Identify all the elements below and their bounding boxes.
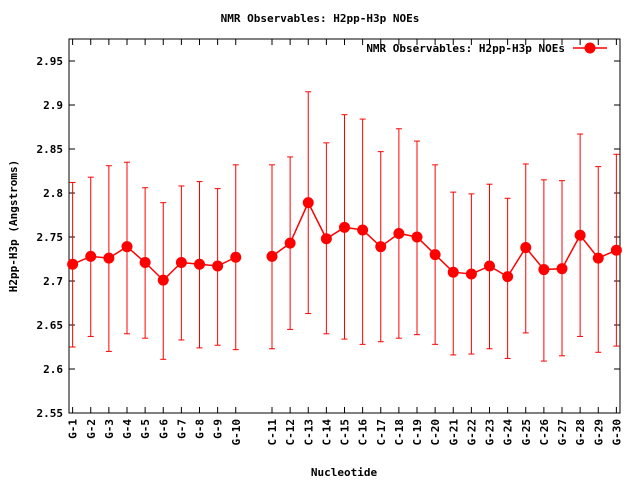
x-tick-label: G-24: [502, 419, 515, 446]
data-point: [357, 224, 369, 236]
x-axis-label: Nucleotide: [311, 466, 378, 479]
data-point: [592, 252, 604, 264]
x-tick-label: G-5: [139, 419, 152, 439]
data-point: [538, 264, 550, 276]
x-tick-label: C-20: [429, 419, 442, 446]
x-tick-label: G-10: [230, 419, 243, 446]
data-point: [194, 258, 205, 270]
data-point: [502, 271, 514, 283]
x-tick-label: G-9: [212, 419, 225, 439]
x-tick-label: G-4: [121, 419, 134, 439]
data-point: [320, 233, 332, 245]
x-tick-label: G-8: [194, 419, 207, 439]
data-point: [393, 227, 405, 239]
data-point: [121, 241, 133, 253]
x-tick-label: G-23: [484, 419, 497, 446]
data-point: [67, 258, 79, 270]
data-point: [230, 251, 242, 263]
x-tick-label: G-29: [592, 419, 605, 446]
y-tick-label: 2.55: [37, 407, 64, 420]
data-point: [302, 197, 314, 209]
x-tick-label: C-11: [266, 419, 279, 446]
x-tick-label: C-18: [393, 419, 406, 446]
data-point: [339, 221, 350, 233]
series-points: [67, 197, 622, 286]
y-axis-label: H2pp-H3p (Angstroms): [7, 160, 20, 292]
data-point: [574, 229, 586, 241]
data-point: [375, 241, 387, 253]
data-point: [429, 249, 441, 261]
data-point: [411, 231, 423, 243]
y-tick-label: 2.9: [43, 99, 63, 112]
x-tick-label: G-28: [574, 419, 587, 446]
data-point: [447, 266, 459, 278]
x-tick-label: G-30: [610, 419, 623, 446]
legend-label: NMR Observables: H2pp-H3p NOEs: [366, 42, 565, 55]
x-tick-label: G-21: [447, 419, 460, 446]
legend: NMR Observables: H2pp-H3p NOEs: [366, 42, 607, 55]
x-tick-label: C-16: [357, 419, 370, 446]
data-point: [175, 257, 187, 269]
x-tick-label: G-1: [67, 419, 80, 439]
y-tick-label: 2.95: [37, 55, 64, 68]
x-tick-label: C-15: [339, 419, 352, 446]
x-tick-label: G-7: [175, 419, 188, 439]
data-point: [103, 252, 115, 264]
x-tick-label: G-25: [520, 419, 533, 446]
data-point: [139, 257, 151, 269]
data-point: [465, 268, 477, 280]
data-point: [212, 260, 224, 272]
chart-title: NMR Observables: H2pp-H3p NOEs: [221, 12, 420, 25]
x-tick-label: G-22: [465, 419, 478, 446]
y-tick-label: 2.65: [37, 319, 64, 332]
x-tick-label: C-13: [302, 419, 315, 446]
x-tick-label: C-12: [284, 419, 297, 446]
x-tick-label: G-6: [157, 419, 170, 439]
data-point: [610, 244, 622, 256]
series-line-segment: [72, 245, 237, 282]
data-point: [266, 250, 278, 262]
legend-marker: [584, 42, 596, 54]
x-tick-label: G-27: [556, 419, 569, 446]
y-axis: 2.55 2.6 2.65 2.7 2.75 2.8 2.85 2.9 2.95: [37, 55, 620, 420]
x-axis: G-1 G-2 G-3 G-4 G-5 G-6 G-7 G-8 G-9 G-10 C-11 C-12 C…: [67, 39, 623, 446]
data-point: [284, 237, 296, 249]
data-point: [85, 250, 97, 262]
data-point: [157, 274, 169, 286]
y-tick-label: 2.6: [43, 363, 63, 376]
y-tick-label: 2.75: [37, 231, 64, 244]
x-tick-label: C-19: [411, 419, 424, 446]
y-tick-label: 2.85: [37, 143, 64, 156]
data-point: [556, 263, 568, 275]
x-tick-label: C-14: [320, 419, 333, 446]
data-point: [520, 242, 532, 254]
y-tick-label: 2.8: [43, 187, 63, 200]
data-point: [484, 260, 495, 272]
x-tick-label: C-17: [375, 419, 388, 446]
x-tick-label: G-2: [85, 419, 98, 439]
x-tick-label: C-26: [538, 419, 551, 446]
x-tick-label: G-3: [103, 419, 116, 439]
y-tick-label: 2.7: [43, 275, 63, 288]
